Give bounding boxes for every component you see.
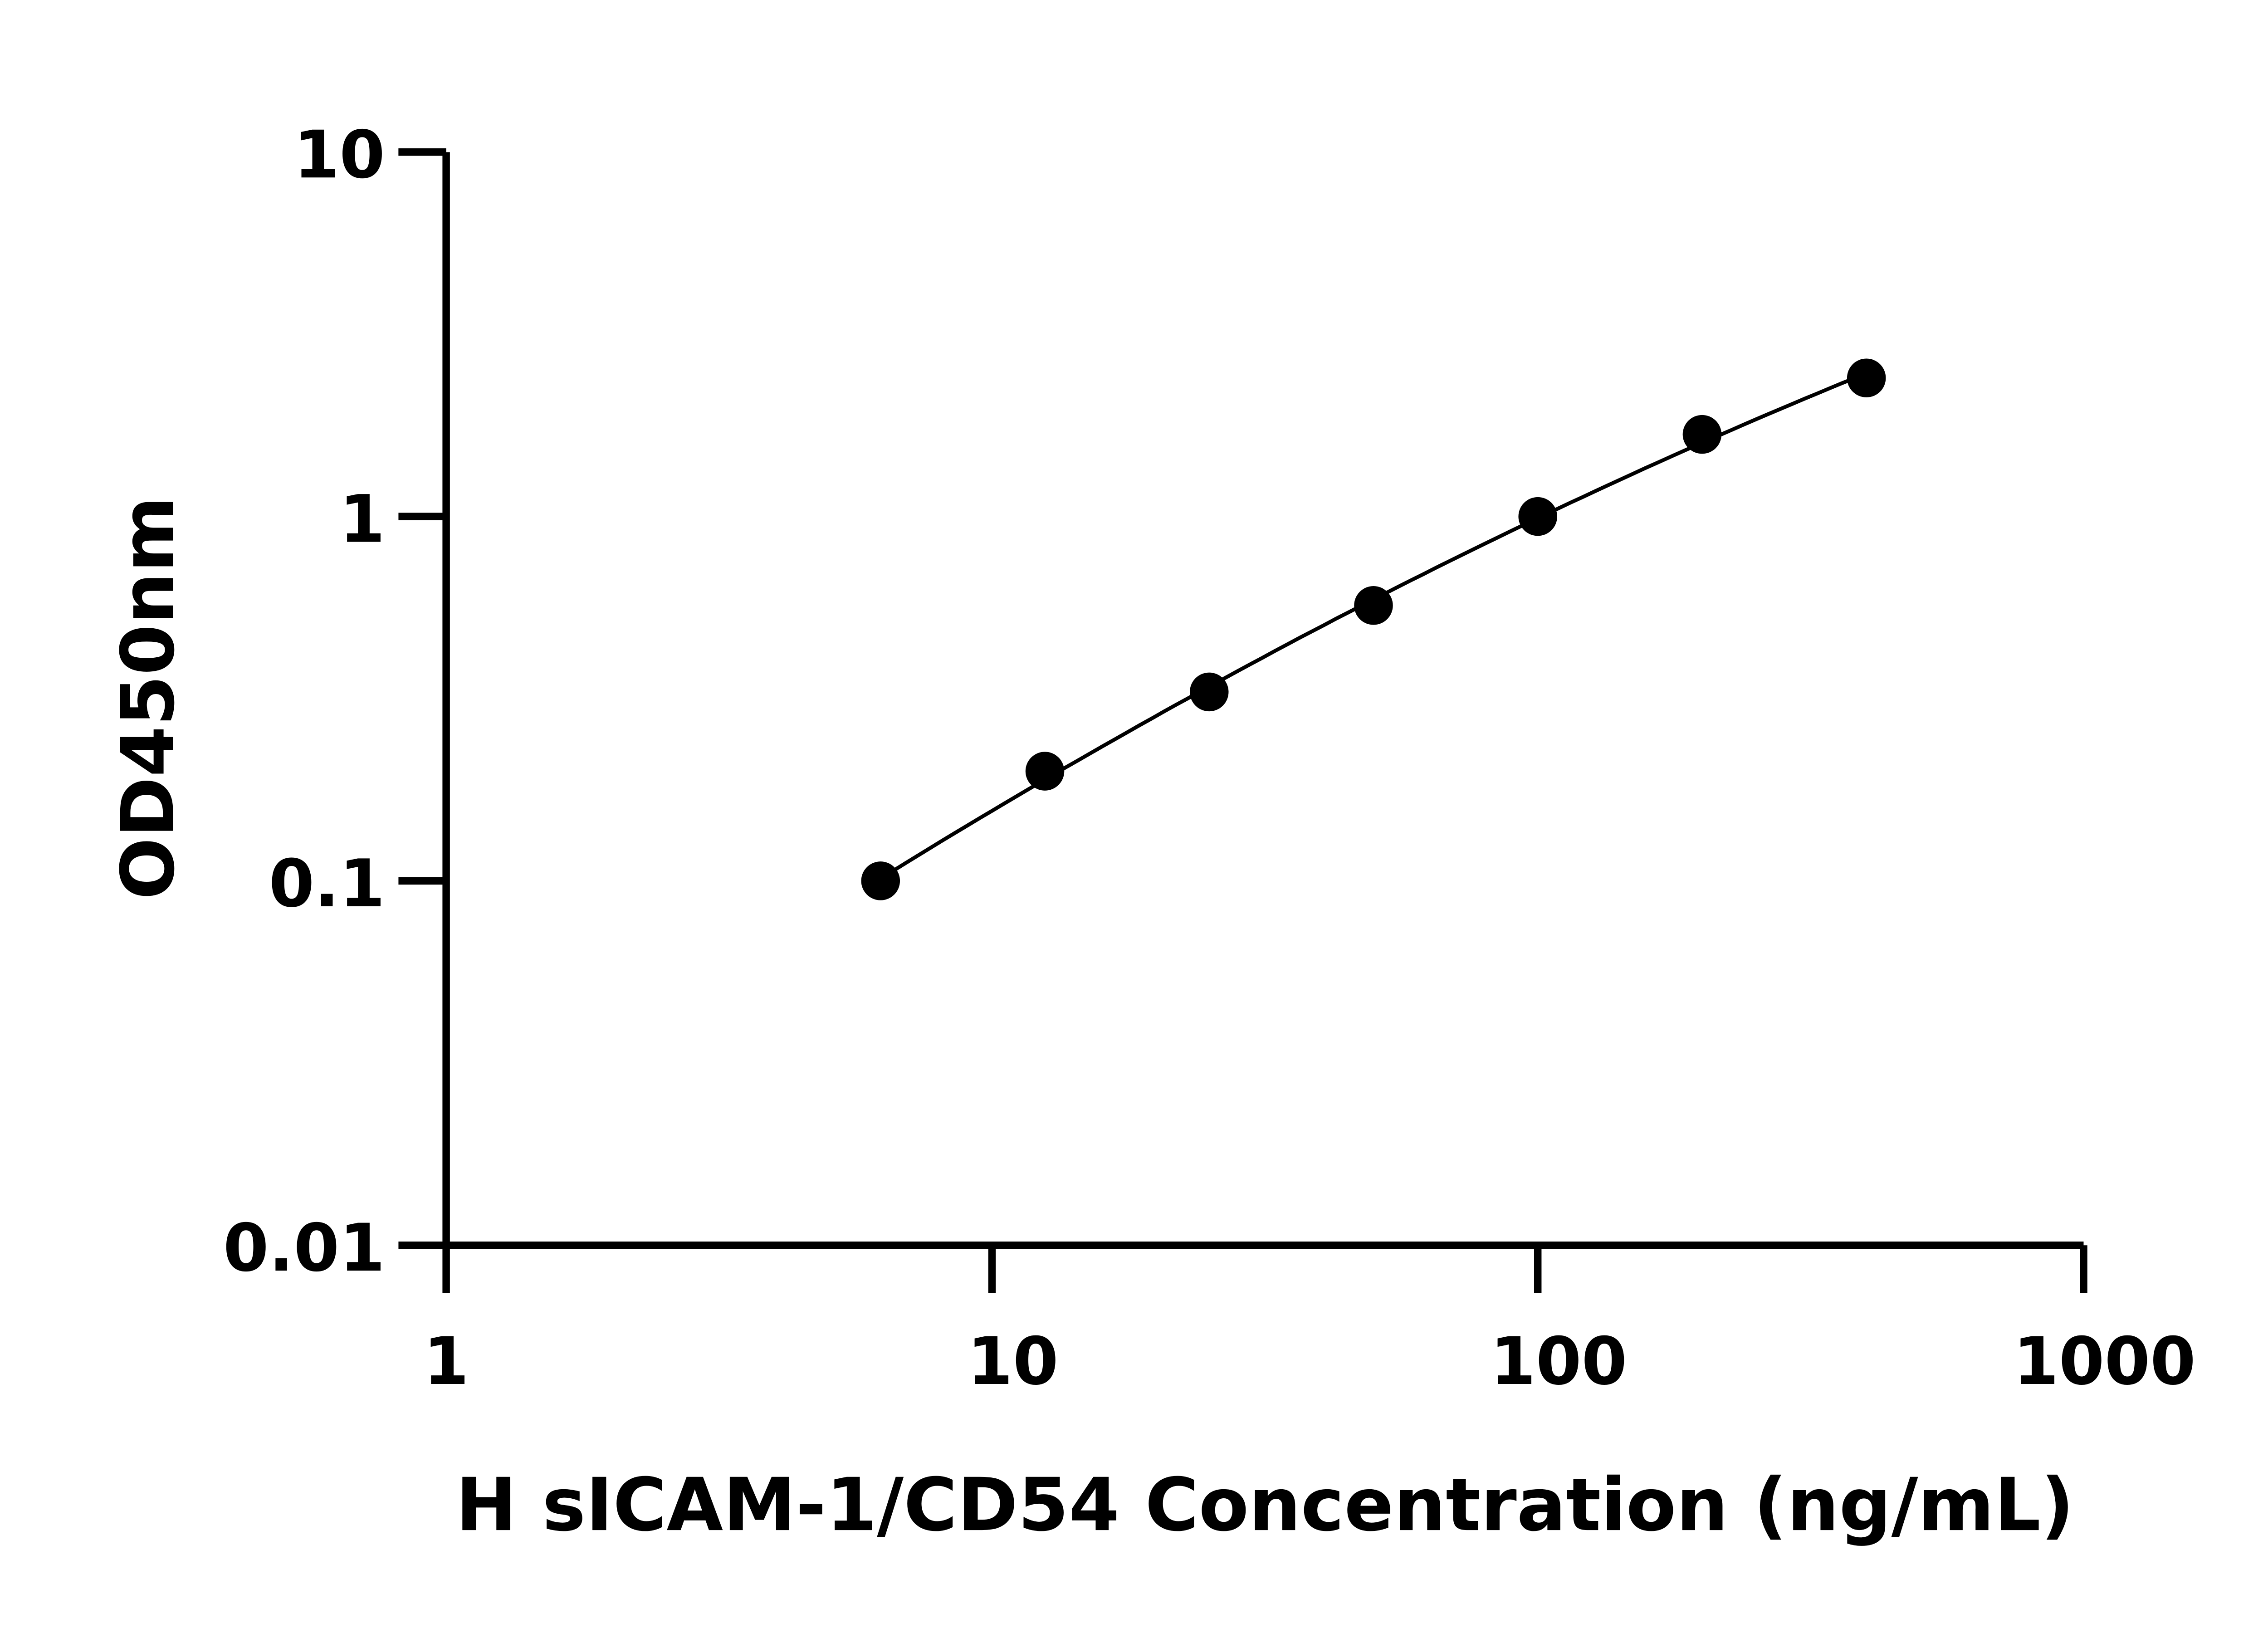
- data-point: [1025, 752, 1065, 791]
- data-point: [1682, 415, 1722, 454]
- data-point: [861, 861, 900, 900]
- y-axis-label: OD450nm: [105, 496, 191, 900]
- x-tick-label: 1000: [2013, 1324, 2196, 1400]
- x-tick-label: 100: [1490, 1324, 1627, 1400]
- fit-curve: [880, 372, 1867, 880]
- x-axis-label: H sICAM-1/CD54 Concentration (ng/mL): [456, 1462, 2074, 1547]
- tick-labels: 1 10 100 1000 0.01 0.1 1 10: [223, 117, 2196, 1400]
- y-tick-label: 1: [339, 482, 385, 558]
- x-tick-label: 10: [967, 1324, 1058, 1400]
- data-point: [1190, 672, 1229, 712]
- data-points: [861, 358, 1886, 900]
- x-tick-label: 1: [423, 1324, 469, 1400]
- data-point: [1354, 586, 1393, 625]
- y-tick-label: 0.1: [269, 846, 385, 922]
- axes: [398, 148, 2087, 1293]
- data-point: [1518, 497, 1557, 536]
- data-point: [1847, 358, 1886, 397]
- y-tick-label: 0.01: [223, 1210, 385, 1286]
- y-tick-label: 10: [294, 117, 385, 193]
